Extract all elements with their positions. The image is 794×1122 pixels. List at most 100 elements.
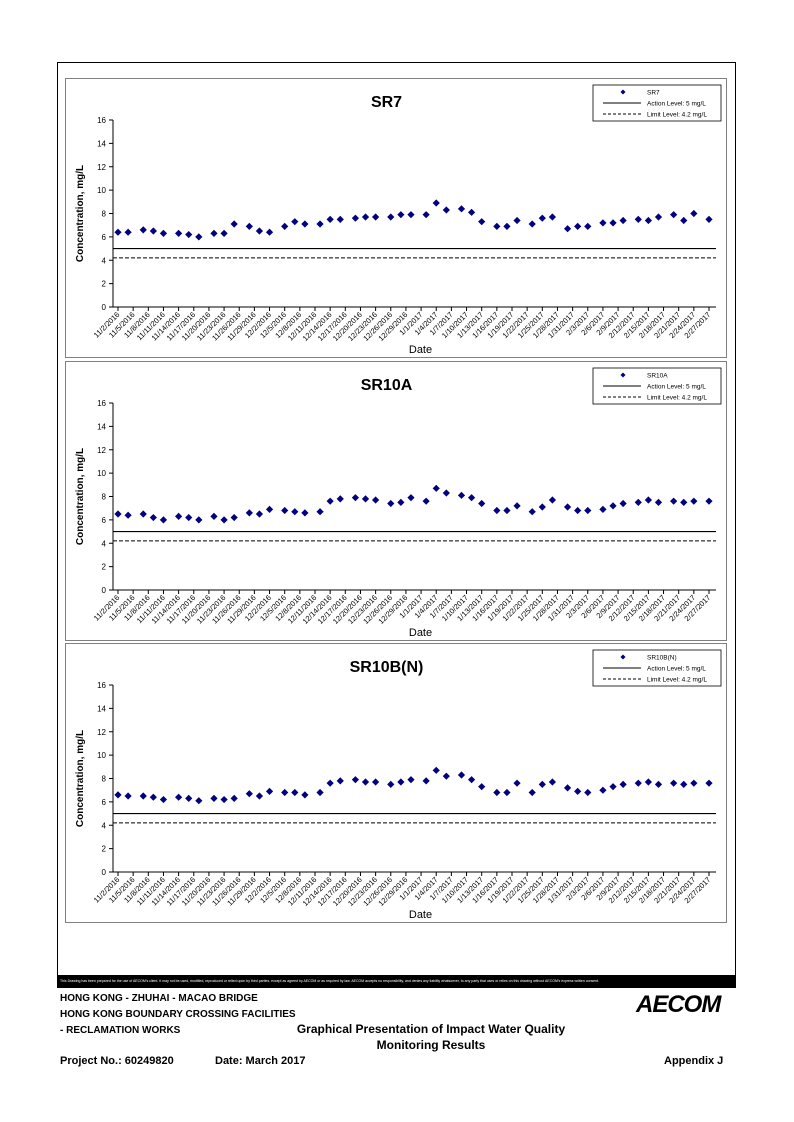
chart-title: SR10B(N) xyxy=(350,659,424,676)
data-point xyxy=(690,209,698,218)
y-tick-label: 4 xyxy=(102,539,107,548)
data-point xyxy=(493,788,501,797)
data-point xyxy=(265,505,274,513)
data-point xyxy=(361,778,370,786)
data-point xyxy=(457,205,466,213)
y-tick-label: 10 xyxy=(97,751,106,760)
y-tick-label: 4 xyxy=(102,821,107,830)
data-point xyxy=(351,214,360,222)
data-point xyxy=(220,795,228,804)
data-point xyxy=(478,783,486,791)
y-tick-label: 8 xyxy=(102,210,107,219)
data-point xyxy=(513,216,521,225)
y-tick-label: 14 xyxy=(97,704,106,713)
data-point xyxy=(584,506,592,515)
data-point xyxy=(281,506,289,515)
data-point xyxy=(705,497,713,505)
data-point xyxy=(670,497,678,505)
data-point xyxy=(634,215,642,223)
appendix-label: Appendix J xyxy=(664,1055,724,1067)
data-point xyxy=(503,222,511,230)
data-point xyxy=(680,780,688,788)
data-point xyxy=(432,766,440,774)
data-point xyxy=(139,226,147,234)
data-point xyxy=(336,495,344,503)
y-tick-label: 2 xyxy=(102,563,107,572)
project-name-line-1: HONG KONG - ZHUHAI - MACAO BRIDGE xyxy=(60,993,258,1004)
data-point xyxy=(397,778,405,786)
data-point xyxy=(316,788,324,797)
data-point xyxy=(149,227,157,235)
y-tick-label: 12 xyxy=(97,446,106,455)
data-point xyxy=(467,208,476,216)
data-point xyxy=(705,215,713,223)
data-point xyxy=(230,220,238,228)
data-point xyxy=(634,779,642,787)
data-point xyxy=(563,784,572,792)
chart-sr7: SR7 0 2 4 6 8 10 12 14 16 11/2/2016 11/5/2016 11/8/2… xyxy=(65,78,727,358)
data-point xyxy=(265,787,274,795)
data-point xyxy=(644,778,652,786)
data-point xyxy=(326,497,334,505)
data-point xyxy=(634,498,642,506)
y-axis-label: Concentration, mg/L xyxy=(75,730,86,827)
y-tick-label: 0 xyxy=(102,303,107,312)
aecom-logo: AECOM xyxy=(636,991,721,1018)
data-point xyxy=(467,776,476,784)
data-point xyxy=(336,215,344,223)
data-point xyxy=(670,211,678,219)
data-point xyxy=(159,516,168,524)
data-point xyxy=(599,786,607,794)
y-tick-label: 10 xyxy=(97,469,106,478)
data-point xyxy=(503,506,511,515)
data-point xyxy=(139,792,147,800)
data-point xyxy=(503,788,511,797)
legend-marker xyxy=(620,372,626,378)
data-point xyxy=(584,788,592,797)
legend-label: Action Level: 5 mg/L xyxy=(647,101,706,108)
data-point xyxy=(139,510,147,518)
data-point xyxy=(387,780,395,788)
legend-label: SR10A xyxy=(647,373,668,380)
y-tick-label: 16 xyxy=(97,681,106,690)
data-point xyxy=(301,509,309,517)
data-point xyxy=(255,792,264,800)
data-point xyxy=(397,498,405,506)
data-point xyxy=(654,498,663,506)
data-point xyxy=(114,228,122,236)
data-point xyxy=(654,213,663,221)
data-point xyxy=(432,199,440,207)
data-point xyxy=(245,790,253,798)
y-axis-label: Concentration, mg/L xyxy=(75,448,86,545)
data-point xyxy=(574,222,582,230)
data-point xyxy=(114,510,122,518)
legend-marker xyxy=(620,89,626,95)
data-point xyxy=(574,506,582,515)
data-point xyxy=(457,491,466,499)
y-tick-label: 2 xyxy=(102,280,107,289)
x-axis-label: Date xyxy=(409,909,432,921)
legend-label: Action Level: 5 mg/L xyxy=(647,666,706,673)
data-point xyxy=(230,513,238,522)
x-axis-label: Date xyxy=(409,627,432,639)
data-point xyxy=(599,219,607,227)
data-point xyxy=(442,772,450,780)
data-point xyxy=(185,230,193,239)
chart-sr10a: SR10A 0 2 4 6 8 10 12 14 16 11/2/2016 11/5/2016 11/8… xyxy=(65,361,727,641)
data-point xyxy=(690,497,698,505)
data-point xyxy=(528,508,536,516)
data-point xyxy=(291,788,299,797)
data-point xyxy=(493,506,501,515)
data-point xyxy=(175,793,183,801)
data-point xyxy=(432,484,440,492)
data-point xyxy=(609,219,617,227)
legend-label: Limit Level: 4.2 mg/L xyxy=(647,395,707,402)
data-point xyxy=(690,779,698,787)
project-number: Project No.: 60249820 xyxy=(60,1055,174,1067)
disclaimer-bar: This Drawing has been prepared for the u… xyxy=(57,975,736,988)
drawing-date: Date: March 2017 xyxy=(215,1055,306,1067)
data-point xyxy=(422,777,430,785)
data-point xyxy=(644,496,652,504)
data-point xyxy=(220,516,228,524)
legend-label: Limit Level: 4.2 mg/L xyxy=(647,112,707,119)
